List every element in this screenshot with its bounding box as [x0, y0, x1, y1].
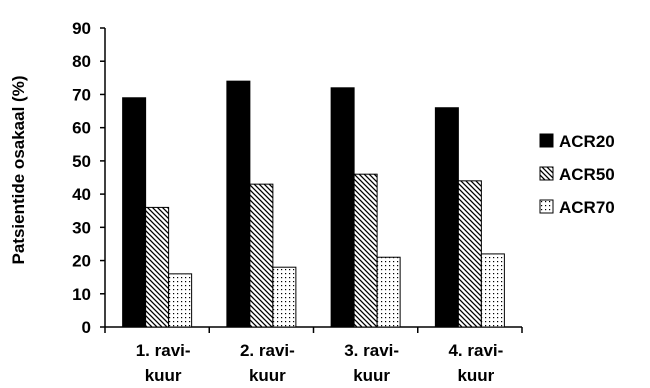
y-tick-label: 20: [72, 252, 91, 271]
y-tick-label: 40: [72, 185, 91, 204]
x-axis-labels: 1. ravi-kuur 2. ravi-kuur 3. ravi-kuur 4. r…: [104, 327, 523, 385]
y-tick-label: 50: [72, 152, 91, 171]
bar-acr70-4: [480, 253, 505, 328]
y-tick-label: 30: [72, 218, 91, 237]
legend-label-acr20: ACR20: [559, 132, 615, 151]
bar-acr50-3: [353, 173, 378, 328]
y-axis-title: Patsientide osakaal (%): [9, 76, 28, 265]
bar-acr50-4: [457, 180, 482, 328]
bar-acr70-1: [168, 273, 193, 328]
bar-acr70-2: [272, 266, 297, 328]
legend-label-acr70: ACR70: [559, 198, 615, 217]
bar-acr20-1: [122, 97, 147, 328]
x-category-label: 4. ravi-: [448, 341, 503, 360]
bar-acr20-4: [434, 107, 459, 328]
y-tick-label: 80: [72, 52, 91, 71]
y-axis-label: Patsientide osakaal (%): [9, 76, 28, 265]
bar-acr20-2: [226, 80, 251, 328]
x-category-label: kuur: [249, 366, 286, 385]
y-axis-ticks: 0 10 20 30 40 50 60 70 80 90: [72, 19, 105, 337]
legend-swatch-acr70: [539, 199, 554, 214]
legend: ACR20 ACR50 ACR70: [539, 132, 615, 217]
y-tick-label: 90: [72, 19, 91, 38]
legend-label-acr50: ACR50: [559, 165, 615, 184]
x-category-label: 1. ravi-: [136, 341, 191, 360]
legend-swatch-acr20: [539, 133, 554, 148]
x-category-label: kuur: [353, 366, 390, 385]
y-tick-label: 10: [72, 285, 91, 304]
y-tick-label: 60: [72, 119, 91, 138]
bar-acr70-3: [376, 256, 401, 328]
bar-acr50-2: [249, 183, 274, 328]
bar-acr50-1: [145, 206, 170, 328]
bars: [122, 80, 505, 328]
x-category-label: kuur: [457, 366, 494, 385]
legend-swatch-acr50: [539, 166, 554, 181]
x-category-label: 2. ravi-: [240, 341, 295, 360]
bar-acr20-3: [330, 87, 355, 328]
x-category-label: kuur: [145, 366, 182, 385]
x-category-label: 3. ravi-: [344, 341, 399, 360]
y-tick-label: 70: [72, 85, 91, 104]
y-tick-label: 0: [82, 318, 91, 337]
